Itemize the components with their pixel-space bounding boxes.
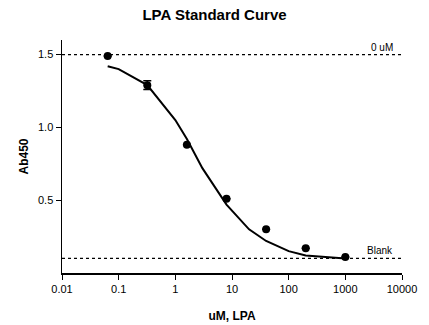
svg-text:0.5: 0.5: [38, 194, 53, 206]
svg-text:10: 10: [226, 283, 238, 295]
svg-text:1000: 1000: [333, 283, 357, 295]
svg-text:Ab450: Ab450: [17, 138, 31, 174]
svg-text:Blank: Blank: [367, 245, 393, 256]
svg-text:10000: 10000: [387, 283, 418, 295]
svg-text:1.5: 1.5: [38, 48, 53, 60]
svg-text:1: 1: [172, 283, 178, 295]
svg-text:LPA Standard Curve: LPA Standard Curve: [142, 6, 286, 23]
svg-text:1.0: 1.0: [38, 121, 53, 133]
svg-text:0.1: 0.1: [111, 283, 126, 295]
svg-text:uM, LPA: uM, LPA: [208, 309, 255, 323]
svg-text:0 uM: 0 uM: [371, 42, 393, 53]
svg-text:100: 100: [279, 283, 297, 295]
svg-text:0.01: 0.01: [51, 283, 72, 295]
